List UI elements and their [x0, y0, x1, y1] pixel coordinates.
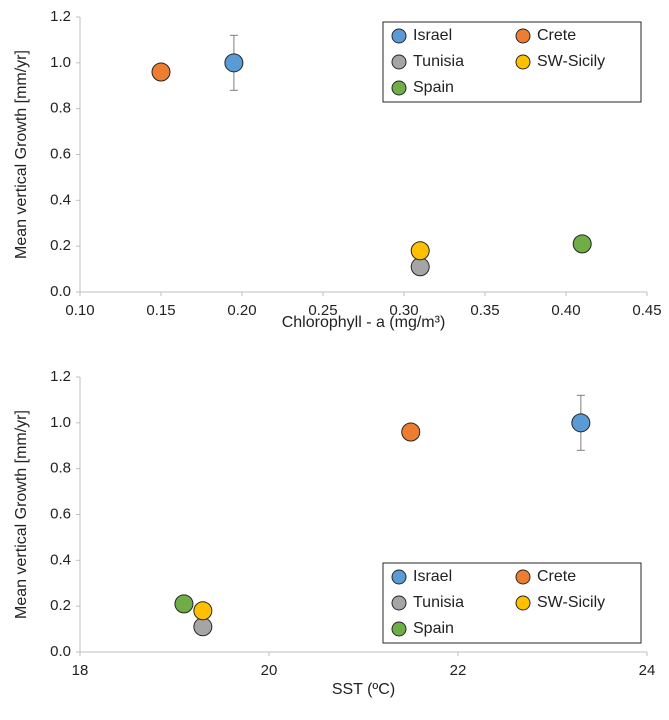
y-tick-label: 0.0 — [50, 643, 71, 660]
y-tick-label: 0.8 — [50, 100, 71, 117]
point — [193, 601, 213, 621]
point — [571, 413, 591, 433]
chart: 0.0 0.2 0.4 0.6 0.8 1.0 1.2 0.10 0.15 0.20 0.25 0.3… — [13, 8, 661, 331]
x-tick-label: 0.15 — [146, 302, 175, 319]
legend-label: SW-Sicily — [537, 594, 605, 611]
x-tick-label: 18 — [72, 662, 89, 679]
legend-label: Tunisia — [413, 594, 464, 611]
legend-label: Tunisia — [413, 53, 464, 70]
y-tick-label: 0.2 — [50, 597, 71, 614]
point — [151, 62, 171, 82]
legend-marker — [391, 621, 407, 637]
point — [572, 234, 592, 254]
x-tick-label: 20 — [261, 662, 278, 679]
y-tick-label: 1.2 — [50, 8, 71, 25]
legend-marker — [515, 28, 531, 44]
legend-marker — [391, 595, 407, 611]
x-axis-label: Chlorophyll - a (mg/m³) — [282, 314, 446, 331]
x-tick-label: 0.20 — [227, 302, 256, 319]
x-tick-label: 0.10 — [65, 302, 94, 319]
point — [193, 617, 213, 637]
legend-marker — [391, 80, 407, 96]
y-tick-label: 1.0 — [50, 414, 71, 431]
legend-marker — [391, 569, 407, 585]
y-tick-label: 0.2 — [50, 237, 71, 254]
x-tick-label: 0.40 — [551, 302, 580, 319]
x-tick-label: 0.30 — [389, 302, 418, 319]
y-tick-label: 1.2 — [50, 368, 71, 385]
legend-label: Israel — [413, 568, 452, 585]
legend-marker — [515, 54, 531, 70]
legend-box — [382, 562, 642, 644]
point — [174, 594, 194, 614]
legend-label: SW-Sicily — [537, 53, 605, 70]
legend-label: Crete — [537, 568, 576, 585]
legend-box — [382, 21, 642, 103]
x-axis-label: SST (ºC) — [332, 681, 395, 698]
x-tick-label: 0.25 — [308, 302, 337, 319]
y-tick-label: 0.6 — [50, 505, 71, 522]
legend-label: Israel — [413, 27, 452, 44]
y-axis-label: Mean vertical Growth [mm/yr] — [13, 50, 30, 259]
x-tick-label: 22 — [450, 662, 467, 679]
legend-label: Spain — [413, 79, 454, 96]
legend-label: Crete — [537, 27, 576, 44]
y-tick-label: 0.6 — [50, 145, 71, 162]
x-tick-label: 0.45 — [632, 302, 661, 319]
y-tick-label: 0.8 — [50, 460, 71, 477]
legend-marker — [391, 28, 407, 44]
legend-marker — [515, 595, 531, 611]
point — [224, 53, 244, 73]
y-axis-label: Mean vertical Growth [mm/yr] — [13, 410, 30, 619]
point — [410, 241, 430, 261]
y-tick-label: 0.4 — [50, 551, 71, 568]
legend-marker — [391, 54, 407, 70]
x-tick-label: 24 — [639, 662, 656, 679]
legend-marker — [515, 569, 531, 585]
y-tick-label: 1.0 — [50, 54, 71, 71]
y-tick-label: 0.4 — [50, 191, 71, 208]
point — [410, 257, 430, 277]
x-tick-label: 0.35 — [470, 302, 499, 319]
legend-label: Spain — [413, 620, 454, 637]
point — [401, 422, 421, 442]
chart: 0.0 0.2 0.4 0.6 0.8 1.0 1.2 18 20 22 24 SST (ºC) Mea… — [13, 368, 655, 698]
y-tick-label: 0.0 — [50, 283, 71, 300]
